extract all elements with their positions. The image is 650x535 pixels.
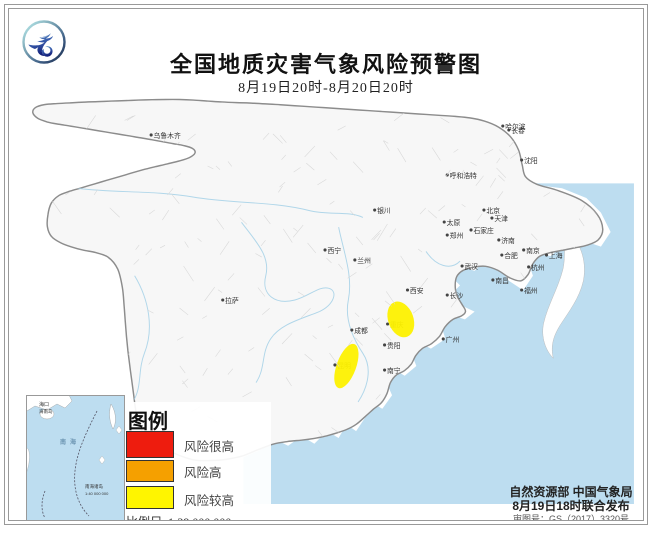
svg-text:南昌: 南昌 [495, 276, 509, 285]
svg-text:济南: 济南 [501, 236, 515, 245]
svg-text:呼和浩特: 呼和浩特 [450, 171, 477, 180]
svg-text:南京: 南京 [526, 246, 540, 255]
svg-text:长沙: 长沙 [450, 291, 464, 300]
svg-text:南: 南 [60, 438, 66, 446]
svg-text:哈尔滨: 哈尔滨 [505, 122, 526, 131]
svg-text:海: 海 [70, 438, 76, 446]
svg-text:杭州: 杭州 [531, 263, 545, 272]
svg-text:南宁: 南宁 [387, 366, 401, 375]
svg-text:海口: 海口 [39, 401, 49, 408]
svg-text:天津: 天津 [494, 215, 508, 223]
svg-text:南海诸岛: 南海诸岛 [85, 483, 103, 490]
svg-text:北京: 北京 [486, 206, 500, 215]
svg-text:西宁: 西宁 [327, 246, 341, 255]
svg-text:贵阳: 贵阳 [387, 341, 401, 350]
svg-text:拉萨: 拉萨 [225, 296, 239, 305]
svg-text:武汉: 武汉 [465, 262, 479, 271]
svg-text:沈阳: 沈阳 [524, 156, 538, 165]
svg-text:兰州: 兰州 [357, 256, 371, 265]
svg-text:石家庄: 石家庄 [473, 226, 494, 235]
svg-text:太原: 太原 [447, 218, 461, 227]
svg-text:银川: 银川 [377, 206, 391, 215]
svg-text:福州: 福州 [524, 286, 538, 295]
svg-text:上海: 上海 [549, 251, 563, 260]
svg-text:合肥: 合肥 [504, 251, 518, 260]
svg-text:广州: 广州 [446, 335, 460, 344]
svg-text:1:40 000 000: 1:40 000 000 [85, 491, 109, 496]
svg-text:郑州: 郑州 [450, 232, 464, 240]
svg-text:成都: 成都 [354, 326, 368, 335]
svg-text:西安: 西安 [410, 286, 424, 295]
svg-text:海南岛: 海南岛 [39, 408, 53, 415]
